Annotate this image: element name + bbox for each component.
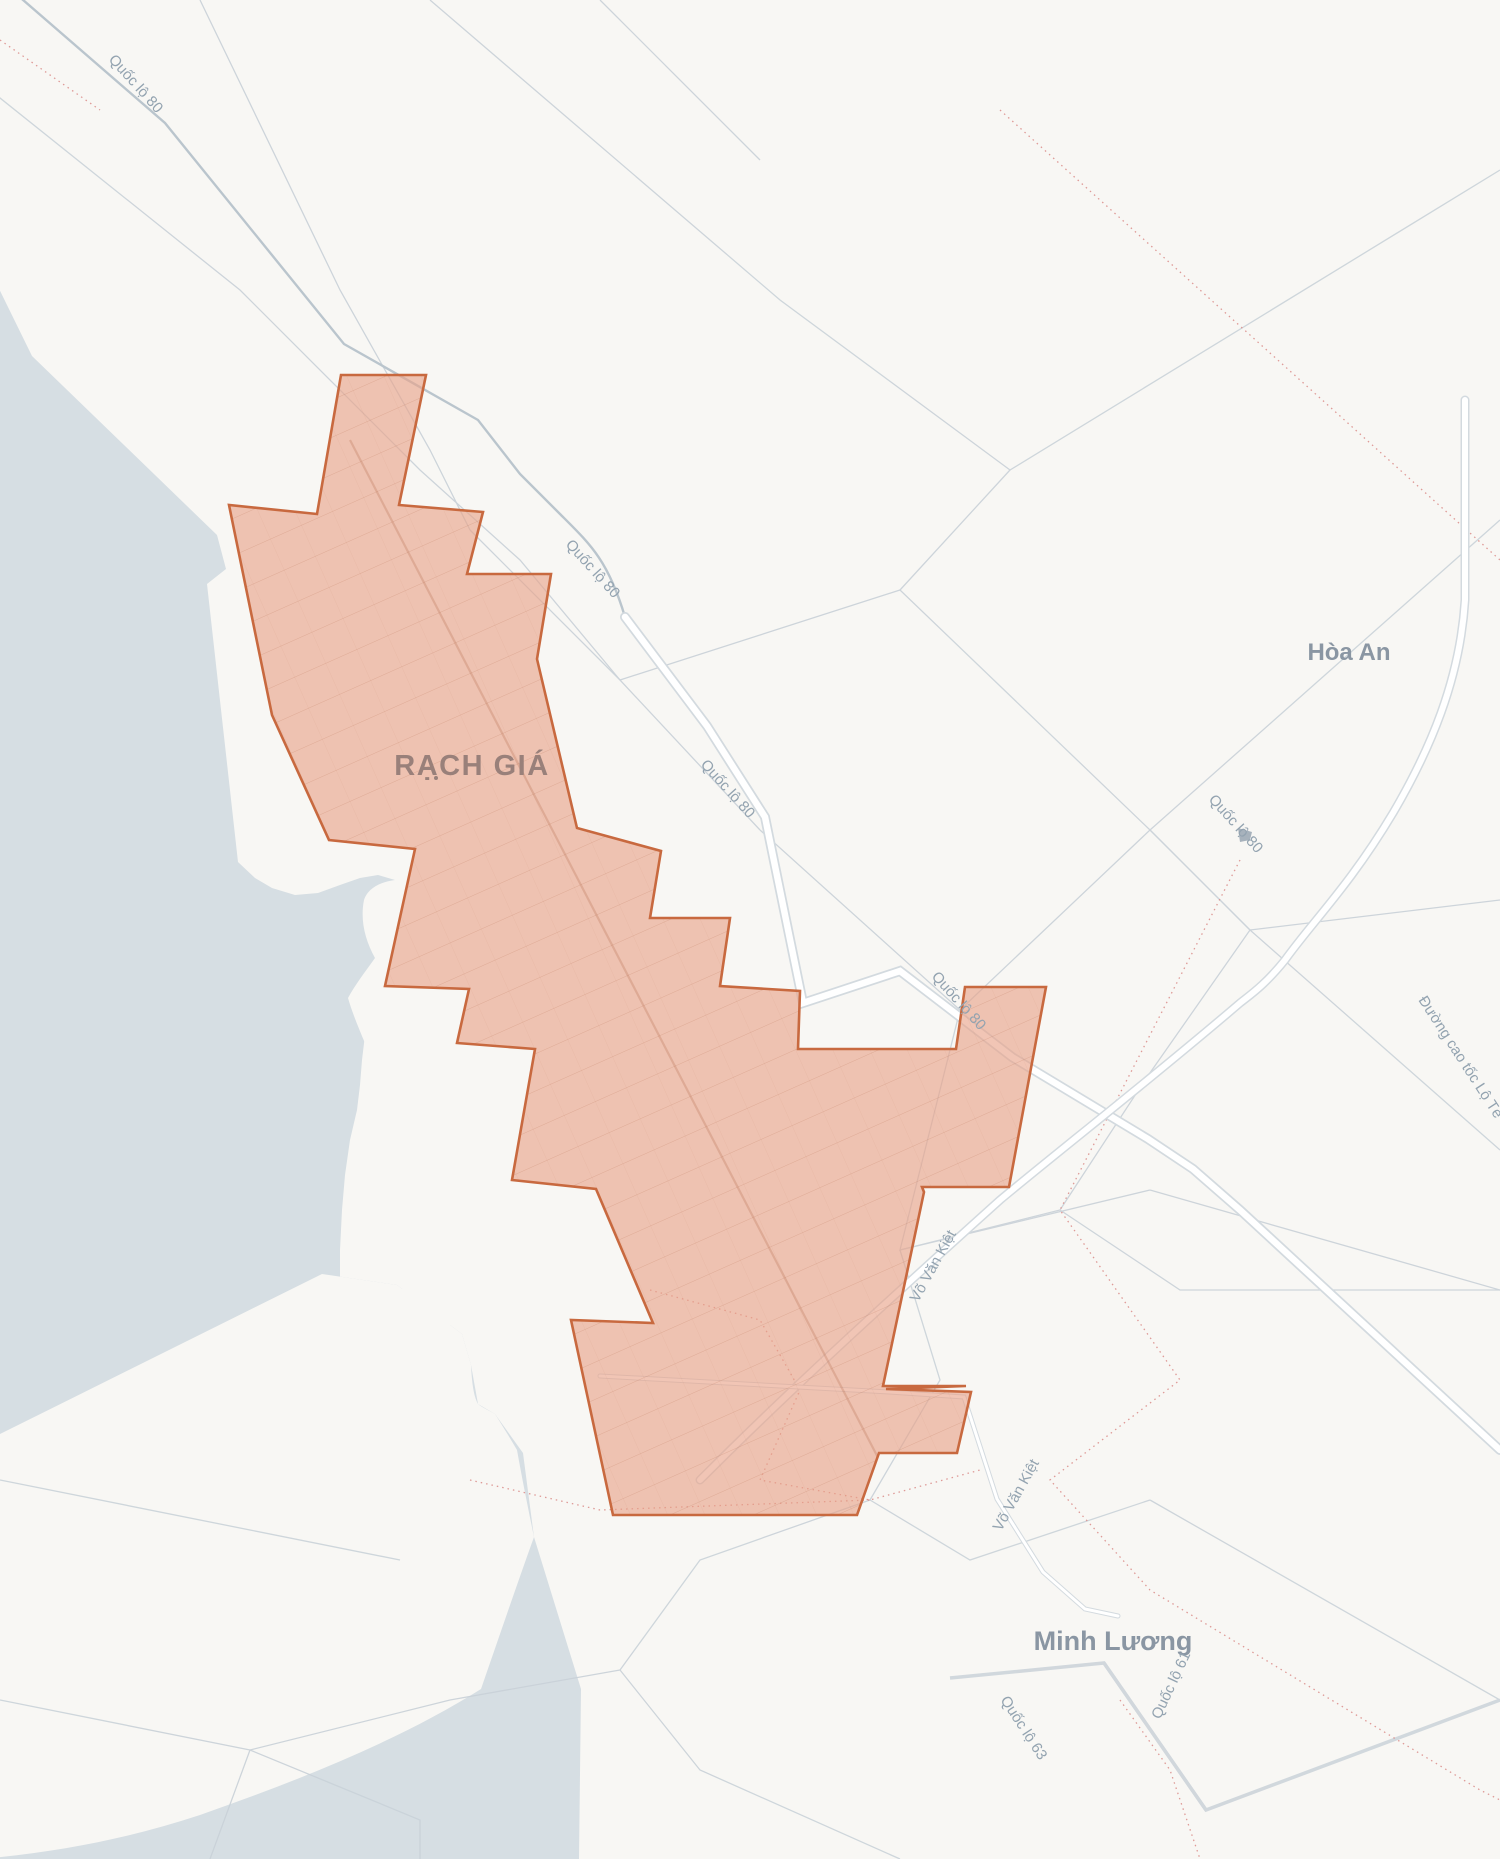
svg-text:RẠCH GIÁ: RẠCH GIÁ — [394, 748, 549, 782]
svg-text:Hòa An: Hòa An — [1307, 639, 1390, 666]
svg-text:Minh Lương: Minh Lương — [1034, 1626, 1193, 1656]
